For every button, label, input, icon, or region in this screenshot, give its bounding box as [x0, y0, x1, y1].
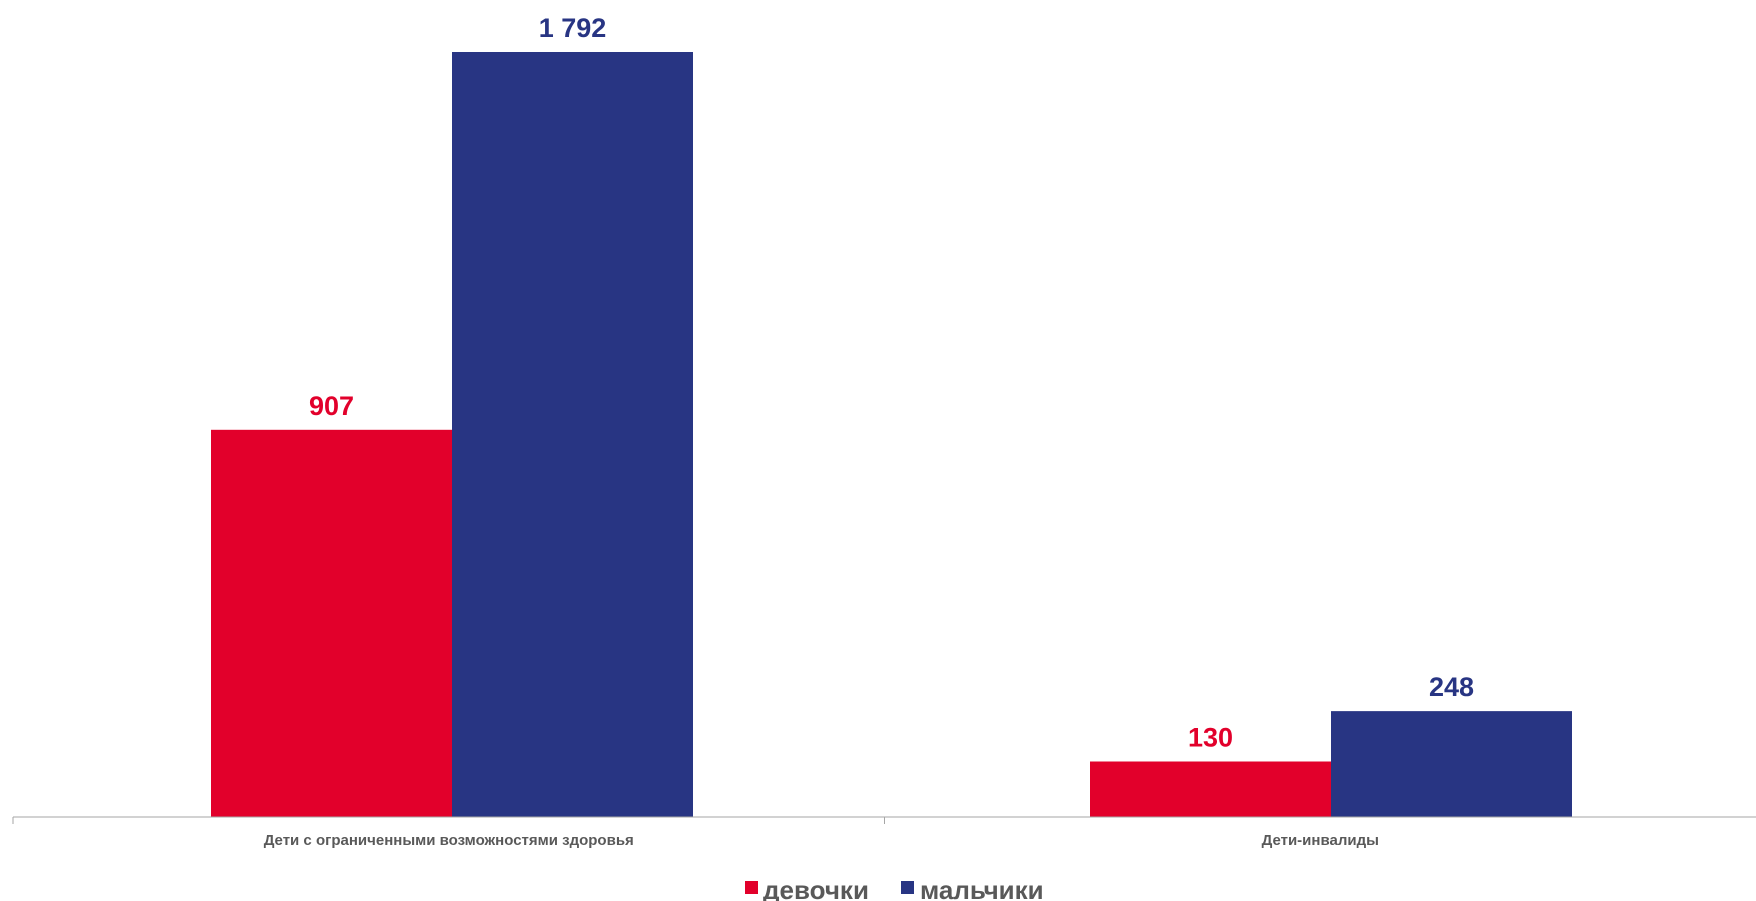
legend-label: девочки — [763, 875, 869, 901]
bars-group — [211, 52, 1572, 817]
legend-swatch — [745, 881, 758, 894]
legend-item-boys: мальчики — [901, 875, 1044, 901]
data-label: 1 792 — [539, 13, 607, 43]
category-label: Дети с ограниченными возможностями здоро… — [264, 832, 634, 849]
x-axis — [12, 816, 1756, 824]
legend: девочки мальчики — [745, 875, 1044, 901]
bar-boys-1 — [1331, 711, 1572, 817]
category-label: Дети-инвалиды — [1262, 832, 1379, 849]
data-label: 130 — [1188, 723, 1233, 753]
data-label: 248 — [1429, 672, 1474, 702]
bar-girls-1 — [1090, 761, 1331, 817]
legend-item-girls: девочки — [745, 875, 869, 901]
value-labels-group: 907 1 792 130 248 — [309, 13, 1474, 753]
bar-boys-0 — [452, 52, 693, 817]
legend-swatch — [901, 881, 914, 894]
category-labels-group: Дети с ограниченными возможностями здоро… — [264, 832, 1379, 849]
legend-label: мальчики — [920, 875, 1044, 901]
data-label: 907 — [309, 391, 354, 421]
bar-girls-0 — [211, 429, 452, 817]
